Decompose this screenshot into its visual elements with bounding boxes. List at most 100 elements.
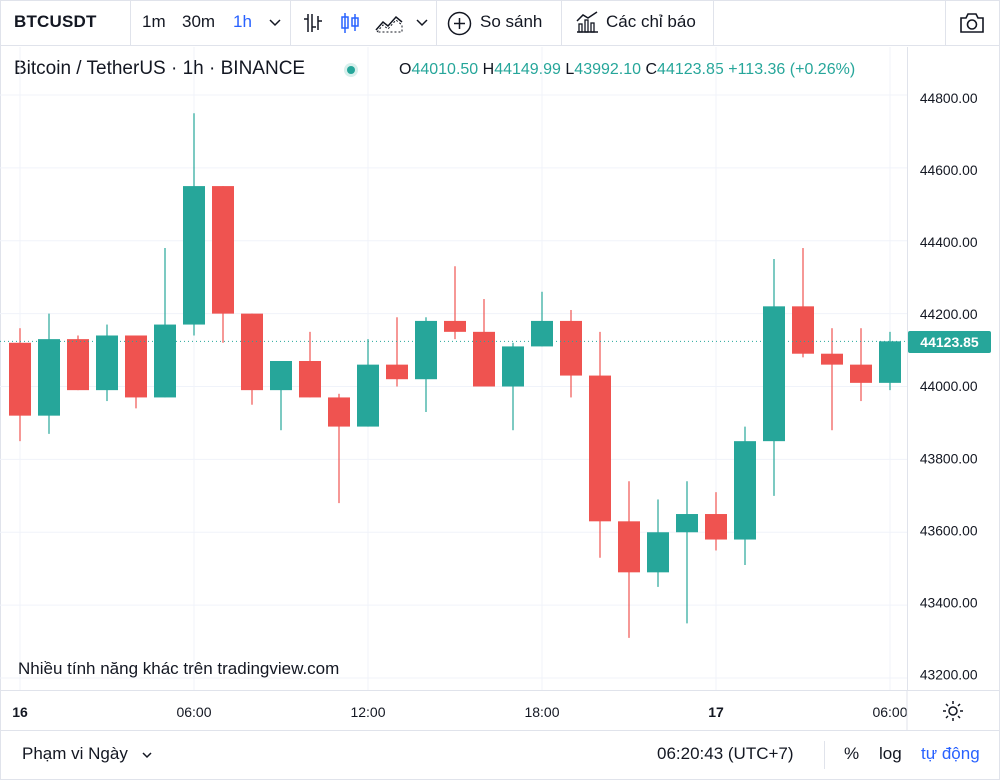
candle[interactable] [299, 331, 321, 398]
indicators-button[interactable]: Các chỉ báo [606, 12, 696, 31]
candle[interactable] [386, 317, 408, 387]
price-tick-label: 43800.00 [920, 450, 978, 466]
candle-body [154, 324, 176, 398]
candle-body [531, 320, 553, 347]
candle-body [618, 521, 640, 573]
candle[interactable] [96, 324, 118, 402]
candle[interactable] [676, 481, 698, 624]
candle[interactable] [67, 335, 89, 391]
percent-scale-toggle[interactable]: % [844, 744, 860, 763]
candle-body [183, 186, 205, 325]
candle[interactable] [154, 248, 176, 398]
candle-body [67, 339, 89, 391]
candles-chart-type-icon[interactable] [339, 11, 361, 35]
candle[interactable] [502, 342, 524, 431]
log-scale-toggle[interactable]: log [879, 744, 902, 763]
compare-button[interactable]: So sánh [480, 12, 543, 31]
plus-circle-icon[interactable] [447, 11, 472, 36]
top-toolbar: BTCUSDT 1m 30m 1h So sánh Các chỉ báo [0, 0, 1000, 46]
time-tick-label: 12:00 [350, 704, 385, 720]
candle[interactable] [444, 266, 466, 340]
symbol-search-button[interactable]: BTCUSDT [14, 12, 97, 31]
candle[interactable] [705, 492, 727, 551]
candle[interactable] [560, 309, 582, 398]
toolbar-divider [713, 0, 714, 46]
close-key: C [645, 61, 658, 78]
price-tick-label: 44400.00 [920, 234, 978, 250]
price-tick-label: 43200.00 [920, 667, 978, 683]
price-tick-label: 44000.00 [920, 378, 978, 394]
open-key: O [399, 61, 412, 78]
candle-body [125, 335, 147, 398]
area-chart-type-icon[interactable] [374, 12, 404, 34]
candle[interactable] [125, 335, 147, 409]
interval-1m-button[interactable]: 1m [142, 12, 166, 31]
candle[interactable] [792, 248, 814, 358]
candle[interactable] [473, 299, 495, 387]
candle-body [357, 364, 379, 427]
time-tick-label: 16 [12, 704, 28, 720]
toolbar-divider [436, 0, 437, 46]
indicators-icon[interactable] [574, 10, 600, 36]
candle[interactable] [38, 313, 60, 434]
toolbar-divider [945, 0, 946, 46]
candle[interactable] [212, 186, 234, 343]
candle[interactable] [618, 481, 640, 638]
chevron-down-icon[interactable] [415, 16, 429, 30]
time-tick-label: 06:00 [872, 704, 907, 720]
market-status-icon[interactable] [343, 62, 359, 78]
candle-body [444, 320, 466, 332]
candle-body [560, 320, 582, 376]
chevron-down-icon[interactable] [141, 749, 153, 761]
candle[interactable] [734, 426, 756, 566]
ohlc-values: O44010.50 H44149.99 L43992.10 C44123.85 … [399, 61, 855, 79]
bottom-toolbar: Phạm vi Ngày 06:20:43 (UTC+7) % log tự đ… [0, 730, 1000, 780]
candle-body [299, 360, 321, 398]
current-price-label: 44123.85 [908, 331, 991, 353]
candle-body [9, 342, 31, 416]
candle-body [38, 339, 60, 416]
candle-body [734, 441, 756, 540]
price-tick-label: 44200.00 [920, 306, 978, 322]
time-tick-label: 06:00 [176, 704, 211, 720]
date-range-button[interactable]: Phạm vi Ngày [22, 744, 128, 763]
candle-body [647, 532, 669, 573]
candle-body [589, 375, 611, 522]
candle[interactable] [270, 360, 292, 431]
settings-gear-icon[interactable] [942, 700, 964, 722]
tradingview-promo-link[interactable]: Nhiều tính năng khác trên tradingview.co… [18, 659, 340, 678]
candle-body [386, 364, 408, 380]
candle-body [270, 360, 292, 391]
candle[interactable] [9, 328, 31, 442]
candle[interactable] [821, 328, 843, 431]
candle-body [763, 306, 785, 442]
candle[interactable] [879, 331, 901, 391]
camera-icon[interactable] [958, 11, 986, 35]
candle[interactable] [850, 328, 872, 402]
auto-scale-toggle[interactable]: tự động [921, 744, 980, 763]
candlestick-chart[interactable] [0, 47, 907, 690]
candle[interactable] [763, 258, 785, 496]
time-scale[interactable]: 16 06:00 12:00 18:00 17 06:00 [0, 690, 1000, 731]
price-tick-label: 44600.00 [920, 162, 978, 178]
candle-body [879, 341, 901, 383]
candle-body [212, 186, 234, 314]
price-scale[interactable]: 44800.00 44600.00 44400.00 44200.00 44000.00… [907, 47, 1000, 690]
timezone-clock[interactable]: 06:20:43 (UTC+7) [657, 744, 794, 763]
symbol-description: Bitcoin / TetherUS · 1h · BINANCE [14, 58, 306, 79]
chevron-down-icon[interactable] [268, 16, 282, 30]
close-value: 44123.85 [657, 61, 724, 78]
candle[interactable] [647, 499, 669, 587]
candle[interactable] [241, 313, 263, 405]
candle[interactable] [589, 331, 611, 558]
interval-30m-button[interactable]: 30m [182, 12, 216, 31]
high-value: 44149.99 [494, 61, 561, 78]
low-key: L [565, 61, 575, 78]
candle[interactable] [183, 113, 205, 336]
candle[interactable] [531, 291, 553, 347]
candle[interactable] [328, 393, 350, 504]
bar-chart-type-icon[interactable] [302, 11, 324, 35]
candle[interactable] [357, 339, 379, 427]
interval-1h-button[interactable]: 1h [233, 12, 252, 31]
candle[interactable] [415, 317, 437, 413]
